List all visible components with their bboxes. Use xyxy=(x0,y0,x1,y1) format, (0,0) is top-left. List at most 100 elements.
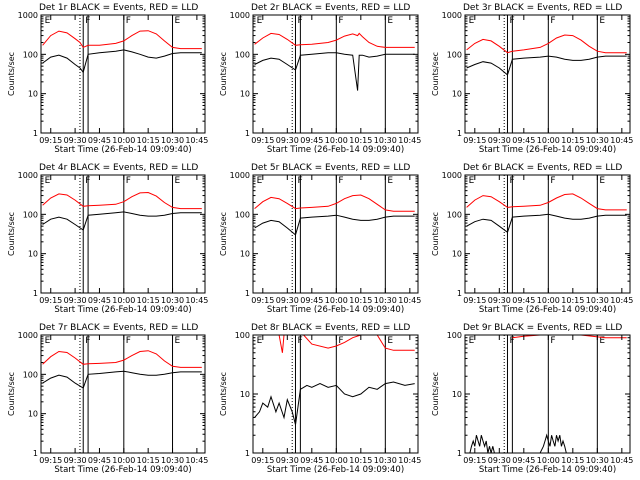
y-tick-label: 1000 xyxy=(18,171,38,180)
x-tick-label: 10:00 xyxy=(112,136,135,145)
x-tick-label: 10:00 xyxy=(112,456,135,465)
y-tick-label: 100 xyxy=(23,210,38,219)
x-axis-label: Start Time (26-Feb-14 09:09:40) xyxy=(267,305,404,315)
y-tick-label: 10 xyxy=(452,250,462,259)
x-tick-label: 10:00 xyxy=(325,136,348,145)
y-tick-label: 10 xyxy=(28,90,38,99)
x-tick-label: 10:00 xyxy=(537,136,560,145)
y-tick-label: 10 xyxy=(452,390,462,399)
y-axis-label: Counts/sec xyxy=(219,212,228,256)
interval-label: F xyxy=(85,16,90,26)
y-tick-label: 1 xyxy=(33,129,38,138)
x-tick-label: 09:30 xyxy=(488,296,511,305)
x-tick-label: 10:30 xyxy=(374,296,397,305)
x-tick-label: 10:30 xyxy=(374,136,397,145)
y-axis-label: Counts/sec xyxy=(431,212,440,256)
interval-label: E xyxy=(175,336,181,346)
panel-det-8: Det 8r BLACK = Events, RED = LLD E F F E 1 10 1… xyxy=(219,323,421,475)
y-tick-label: 100 xyxy=(235,210,250,219)
y-tick-label: 1 xyxy=(33,449,38,458)
interval-label: E xyxy=(469,16,475,26)
series-events-line xyxy=(254,381,415,425)
x-tick-label: 10:15 xyxy=(561,136,584,145)
y-tick-label: 10 xyxy=(452,90,462,99)
interval-label: E xyxy=(599,16,605,26)
x-tick-label: 10:30 xyxy=(161,296,184,305)
y-axis-label: Counts/sec xyxy=(7,212,16,256)
series-events-line xyxy=(466,213,627,234)
y-tick-label: 100 xyxy=(447,331,462,340)
y-tick-label: 100 xyxy=(235,331,250,340)
y-tick-label: 100 xyxy=(447,210,462,219)
x-tick-label: 10:30 xyxy=(161,136,184,145)
x-tick-label: 10:30 xyxy=(586,136,609,145)
x-tick-label: 10:45 xyxy=(185,296,208,305)
panel-title: Det 4r BLACK = Events, RED = LLD xyxy=(39,163,198,173)
x-tick-label: 10:45 xyxy=(398,136,421,145)
interval-label: E xyxy=(469,336,475,346)
x-tick-label: 10:45 xyxy=(610,456,633,465)
x-tick-label: 10:15 xyxy=(349,296,372,305)
interval-label: F xyxy=(297,16,302,26)
y-axis-label: Counts/sec xyxy=(431,372,440,416)
interval-label: E xyxy=(387,176,393,186)
y-tick-label: 1000 xyxy=(442,171,462,180)
y-tick-label: 100 xyxy=(447,50,462,59)
x-tick-label: 09:15 xyxy=(251,136,274,145)
x-axis-label: Start Time (26-Feb-14 09:09:40) xyxy=(267,145,404,155)
interval-label: F xyxy=(550,176,555,186)
panel-title: Det 7r BLACK = Events, RED = LLD xyxy=(39,323,198,333)
interval-label: E xyxy=(599,336,605,346)
x-tick-label: 10:45 xyxy=(610,296,633,305)
interval-label: F xyxy=(550,16,555,26)
x-tick-label: 09:30 xyxy=(488,136,511,145)
plot-frame xyxy=(40,334,206,454)
x-tick-label: 09:30 xyxy=(276,456,299,465)
x-tick-label: 10:15 xyxy=(137,456,160,465)
x-tick-label: 10:00 xyxy=(112,296,135,305)
x-tick-label: 10:30 xyxy=(374,456,397,465)
interval-label: E xyxy=(175,176,181,186)
x-tick-label: 10:15 xyxy=(137,136,160,145)
x-axis-label: Start Time (26-Feb-14 09:09:40) xyxy=(54,465,191,475)
x-tick-label: 09:15 xyxy=(251,456,274,465)
interval-label: E xyxy=(45,336,51,346)
x-axis-label: Start Time (26-Feb-14 09:09:40) xyxy=(479,305,616,315)
series-lld-line xyxy=(254,194,415,212)
series-lld-line xyxy=(42,191,202,210)
series-events-line xyxy=(42,211,202,231)
x-tick-label: 09:30 xyxy=(64,136,87,145)
plot-frame xyxy=(464,14,631,134)
interval-label: E xyxy=(175,16,181,26)
x-tick-label: 10:15 xyxy=(349,456,372,465)
panel-det-4: Det 4r BLACK = Events, RED = LLD E F F E 1 10 1… xyxy=(7,163,208,315)
interval-label: E xyxy=(257,16,263,26)
panel-title: Det 3r BLACK = Events, RED = LLD xyxy=(463,3,622,13)
plot-frame xyxy=(40,174,206,294)
x-tick-label: 09:45 xyxy=(88,296,111,305)
plot-frame xyxy=(252,174,419,294)
interval-label: F xyxy=(509,16,514,26)
y-tick-label: 1 xyxy=(245,289,250,298)
panel-title: Det 8r BLACK = Events, RED = LLD xyxy=(251,323,410,333)
x-tick-label: 09:30 xyxy=(488,456,511,465)
interval-label: E xyxy=(45,16,51,26)
x-axis-label: Start Time (26-Feb-14 09:09:40) xyxy=(54,145,191,155)
interval-label: E xyxy=(45,176,51,186)
x-tick-label: 10:15 xyxy=(137,296,160,305)
interval-label: F xyxy=(509,336,514,346)
panel-title: Det 1r BLACK = Events, RED = LLD xyxy=(39,3,198,13)
panel-det-6: Det 6r BLACK = Events, RED = LLD E F F E 1 10 1… xyxy=(431,163,633,315)
x-tick-label: 10:30 xyxy=(586,456,609,465)
y-tick-label: 1000 xyxy=(18,331,38,340)
y-tick-label: 100 xyxy=(23,50,38,59)
panel-title: Det 6r BLACK = Events, RED = LLD xyxy=(463,163,622,173)
panel-title: Det 2r BLACK = Events, RED = LLD xyxy=(251,3,410,13)
x-tick-label: 09:30 xyxy=(276,136,299,145)
y-tick-label: 10 xyxy=(240,250,250,259)
x-tick-label: 09:15 xyxy=(39,136,62,145)
x-tick-label: 09:15 xyxy=(463,136,486,145)
y-tick-label: 10 xyxy=(240,90,250,99)
interval-label: F xyxy=(338,336,343,346)
